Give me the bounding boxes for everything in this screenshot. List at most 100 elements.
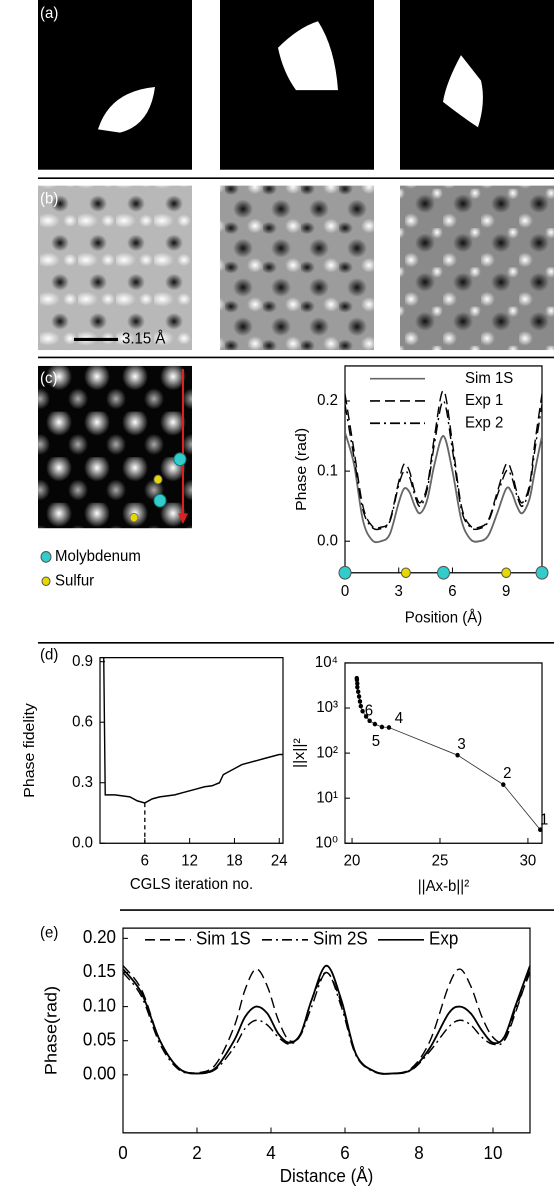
point bbox=[386, 725, 392, 730]
series-line bbox=[103, 657, 283, 804]
x-tick-label: 4 bbox=[266, 1142, 276, 1163]
y-tick-label: 0.3 bbox=[72, 774, 93, 791]
mask-shape bbox=[278, 21, 338, 91]
atom-marker bbox=[437, 565, 450, 580]
legend-swatch bbox=[41, 576, 51, 587]
point-label: 6 bbox=[365, 702, 373, 719]
atom bbox=[153, 474, 163, 485]
simulated-image bbox=[38, 365, 192, 529]
y-tick-label: 0.2 bbox=[317, 392, 338, 409]
y-tick-label: 0.20 bbox=[83, 927, 116, 948]
x-tick-label: 3 bbox=[395, 583, 403, 600]
atom-marker bbox=[338, 565, 352, 580]
point-label: 4 bbox=[395, 710, 404, 727]
y-axis-title: Phase (rad) bbox=[293, 428, 309, 511]
y-tick-label: 10² bbox=[316, 744, 338, 761]
x-axis-title: CGLS iteration no. bbox=[130, 875, 253, 892]
series-line bbox=[345, 389, 542, 529]
x-tick-label: 0 bbox=[118, 1142, 128, 1163]
x-tick-label: 9 bbox=[502, 583, 510, 600]
point bbox=[360, 708, 365, 714]
point bbox=[356, 694, 362, 699]
point bbox=[363, 714, 369, 719]
y-axis-title: Phase(rad) bbox=[41, 986, 60, 1075]
mask-image bbox=[38, 0, 192, 170]
y-tick-label: 10⁰ bbox=[315, 834, 338, 851]
point bbox=[455, 752, 460, 758]
x-tick-label: 6 bbox=[141, 852, 149, 869]
legend-label: Sim 1S bbox=[196, 928, 251, 949]
y-tick-label: 10³ bbox=[316, 699, 338, 716]
x-tick-label: 10 bbox=[484, 1142, 503, 1163]
atom bbox=[153, 493, 167, 508]
y-tick-label: 10¹ bbox=[316, 789, 338, 806]
x-tick-label: 18 bbox=[226, 852, 243, 869]
atom-marker bbox=[535, 565, 549, 580]
point bbox=[355, 684, 360, 690]
plot-frame bbox=[344, 662, 543, 844]
y-tick-label: 0.05 bbox=[83, 1029, 116, 1050]
legend-label: Sim 1S bbox=[465, 369, 513, 386]
panel-label: (d) bbox=[40, 646, 58, 663]
arrow-head bbox=[178, 513, 188, 524]
point-label: 5 bbox=[372, 733, 380, 750]
panel-label: (b) bbox=[40, 190, 58, 207]
series-line bbox=[345, 432, 542, 544]
y-tick-label: 0.1 bbox=[317, 462, 338, 479]
y-tick-label: 0.10 bbox=[83, 995, 116, 1016]
series-line bbox=[123, 964, 530, 1075]
legend-label: Exp bbox=[429, 928, 458, 949]
x-tick-label: 8 bbox=[414, 1142, 423, 1163]
legend-swatch bbox=[40, 551, 52, 563]
point bbox=[501, 782, 506, 787]
point bbox=[357, 699, 363, 704]
legend-label: Sulfur bbox=[55, 572, 94, 589]
x-tick-label: 12 bbox=[181, 852, 198, 869]
x-tick-label: 25 bbox=[432, 852, 449, 869]
x-tick-label: 20 bbox=[344, 852, 361, 869]
panel-label: (e) bbox=[40, 924, 58, 941]
series-line bbox=[123, 971, 530, 1075]
plot-frame bbox=[122, 927, 531, 1134]
series-line bbox=[123, 965, 530, 1075]
phase-image bbox=[220, 185, 374, 351]
y-tick-label: 10⁴ bbox=[315, 654, 338, 671]
point bbox=[355, 689, 361, 695]
x-axis-title: Position (Å) bbox=[405, 609, 482, 626]
point-label: 3 bbox=[457, 735, 465, 752]
atom-marker bbox=[400, 567, 411, 579]
atom-marker bbox=[501, 567, 512, 579]
y-tick-label: 0.9 bbox=[72, 652, 93, 669]
legend-label: Molybdenum bbox=[55, 548, 141, 565]
phase-image bbox=[38, 185, 192, 351]
legend-label: Exp 1 bbox=[465, 392, 503, 409]
y-tick-label: 0.6 bbox=[72, 713, 93, 730]
atom bbox=[173, 452, 187, 467]
plot-frame bbox=[99, 657, 284, 844]
x-tick-label: 24 bbox=[271, 852, 288, 869]
point-label: 2 bbox=[503, 765, 511, 782]
x-tick-label: 30 bbox=[520, 852, 537, 869]
x-tick-label: 6 bbox=[340, 1142, 349, 1163]
x-tick-label: 6 bbox=[448, 583, 456, 600]
point bbox=[355, 681, 360, 686]
atom bbox=[129, 512, 139, 523]
y-tick-label: 0.00 bbox=[83, 1063, 116, 1084]
y-tick-label: 0.0 bbox=[72, 834, 93, 851]
point bbox=[538, 827, 543, 833]
x-tick-label: 0 bbox=[341, 583, 349, 600]
point bbox=[358, 703, 364, 709]
legend-label: Exp 2 bbox=[465, 414, 503, 431]
x-axis-title: ||Ax-b||² bbox=[418, 878, 469, 895]
y-axis-title: Phase fidelity bbox=[21, 703, 37, 798]
phase-image bbox=[400, 185, 554, 351]
series-line bbox=[345, 400, 542, 531]
mask-shape bbox=[98, 86, 155, 133]
panel-label: (c) bbox=[40, 369, 57, 386]
mask-shape bbox=[443, 55, 483, 128]
series-line bbox=[356, 678, 541, 830]
scale-bar-label: 3.15 Å bbox=[122, 330, 166, 347]
y-axis-title: ||x||² bbox=[291, 738, 307, 768]
